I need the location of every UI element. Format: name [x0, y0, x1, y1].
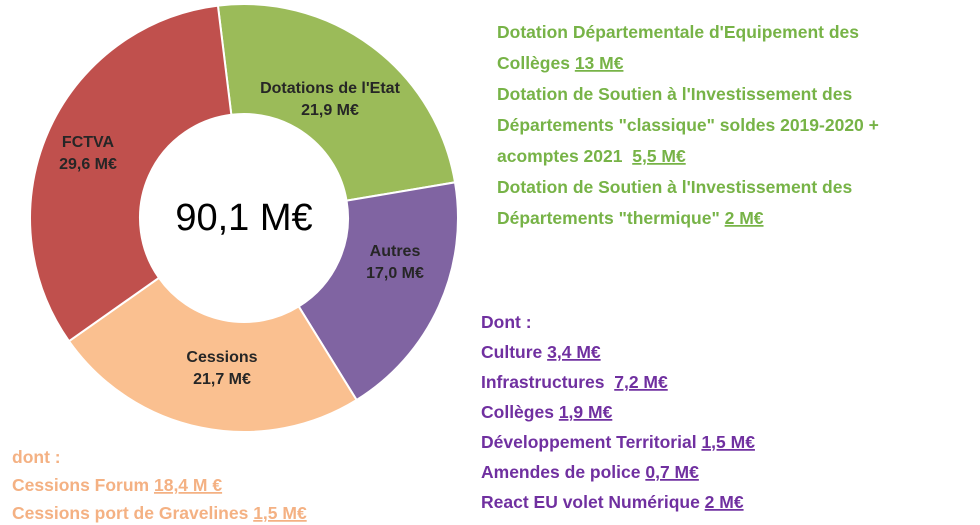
annotation-line: Développement Territorial 1,5 M€ — [481, 432, 755, 452]
slice — [29, 4, 233, 343]
annotation-amount: 2 M€ — [705, 492, 744, 512]
annotation-line: Dotation Départementale d'Equipement des — [497, 22, 859, 42]
slice-category: FCTVA — [62, 134, 115, 151]
annotation-text: Culture — [481, 342, 547, 362]
slice-category: Autres — [370, 243, 421, 260]
annotation-amount: 1,5 M€ — [253, 503, 307, 523]
annotation-line: acomptes 2021 5,5 M€ — [497, 146, 686, 166]
annotation-text: Collèges — [497, 53, 575, 73]
annotation-line: React EU volet Numérique 2 M€ — [481, 492, 744, 512]
annotation-line: Dotation de Soutien à l'Investissement d… — [497, 177, 852, 197]
annotation-text: acomptes 2021 — [497, 146, 632, 166]
slice-value: 21,7 M€ — [193, 371, 251, 388]
annotation-text: Développement Territorial — [481, 432, 701, 452]
slices — [29, 3, 459, 433]
slice — [216, 3, 457, 202]
annotation-text: Cessions Forum — [12, 475, 154, 495]
annotation-line: dont : — [12, 447, 61, 467]
slice-category: Cessions — [186, 349, 257, 366]
annotation-amount: 13 M€ — [575, 53, 624, 73]
annotation-amount: 2 M€ — [725, 208, 764, 228]
annotation-line: Dotation de Soutien à l'Investissement d… — [497, 84, 852, 104]
annotation-amount: 3,4 M€ — [547, 342, 601, 362]
annotation-line: Culture 3,4 M€ — [481, 342, 601, 362]
annotation-line: Cessions port de Gravelines 1,5 M€ — [12, 503, 307, 523]
annotation-text: Dotation de Soutien à l'Investissement d… — [497, 84, 852, 104]
annotation-amount: 0,7 M€ — [645, 462, 699, 482]
annotation-line: Collèges 13 M€ — [497, 53, 624, 73]
slice-value: 21,9 M€ — [301, 102, 359, 119]
annotation-text: Départements "classique" soldes 2019-202… — [497, 115, 879, 135]
annotation-text: Dotation de Soutien à l'Investissement d… — [497, 177, 852, 197]
center-label: 90,1 M€ — [175, 197, 312, 239]
slice — [67, 276, 358, 433]
annotation-text: Collèges — [481, 402, 559, 422]
annotation-line: Infrastructures 7,2 M€ — [481, 372, 668, 392]
annotation-line: Départements "classique" soldes 2019-202… — [497, 115, 879, 135]
slice-category: Dotations de l'Etat — [260, 80, 400, 97]
annotation-text: Cessions port de Gravelines — [12, 503, 253, 523]
annotation-amount: 1,5 M€ — [701, 432, 755, 452]
slice — [297, 181, 459, 402]
annotation-amount: 1,9 M€ — [559, 402, 613, 422]
annotation-line: Amendes de police 0,7 M€ — [481, 462, 699, 482]
annotation-text: Amendes de police — [481, 462, 645, 482]
annotation-line: Collèges 1,9 M€ — [481, 402, 613, 422]
annotation-line: Départements "thermique" 2 M€ — [497, 208, 764, 228]
slice-value: 17,0 M€ — [366, 265, 424, 282]
annotation-text: Départements "thermique" — [497, 208, 725, 228]
annotation-line: Cessions Forum 18,4 M € — [12, 475, 222, 495]
annotation-amount: 7,2 M€ — [614, 372, 668, 392]
annotation-amount: 18,4 M € — [154, 475, 222, 495]
annotation-line: Dont : — [481, 312, 532, 332]
slice-value: 29,6 M€ — [59, 156, 117, 173]
annotation-text: dont : — [12, 447, 61, 467]
annotation-text: React EU volet Numérique — [481, 492, 705, 512]
annotation-text: Dont : — [481, 312, 532, 332]
annotation-amount: 5,5 M€ — [632, 146, 686, 166]
annotation-text: Dotation Départementale d'Equipement des — [497, 22, 859, 42]
annotation-text: Infrastructures — [481, 372, 614, 392]
